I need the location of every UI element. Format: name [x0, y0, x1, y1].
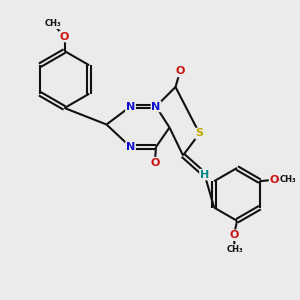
Text: CH₃: CH₃	[45, 20, 61, 28]
Text: N: N	[126, 142, 135, 152]
Text: N: N	[126, 101, 135, 112]
Text: H: H	[200, 169, 209, 180]
Text: O: O	[270, 175, 279, 185]
Text: N: N	[152, 101, 160, 112]
Text: S: S	[196, 128, 203, 139]
Text: O: O	[175, 66, 185, 76]
Text: O: O	[150, 158, 160, 168]
Text: O: O	[60, 32, 69, 42]
Text: O: O	[229, 230, 239, 240]
Text: CH₃: CH₃	[226, 245, 243, 254]
Text: CH₃: CH₃	[280, 175, 297, 184]
